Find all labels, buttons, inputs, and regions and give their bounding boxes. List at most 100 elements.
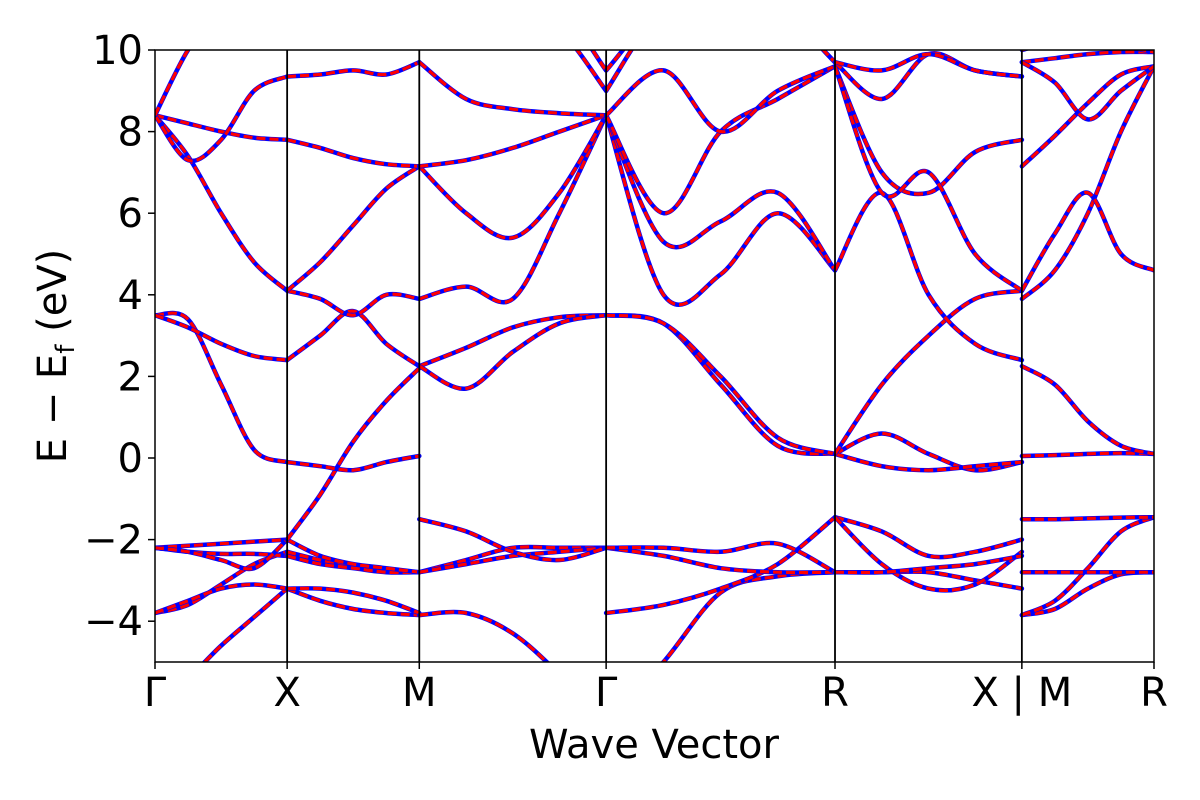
- band-line-blue-M-Γ-6: [417, 113, 609, 305]
- band-line-red-M-R-6: [1020, 65, 1154, 301]
- band-line-blue-M-Γ-0: [417, 609, 550, 662]
- band-line-red-Γ-R-6: [604, 114, 837, 307]
- band-line-red-M-Γ-8: [419, 113, 607, 168]
- band-line-blue-R-X-4: [832, 431, 1025, 473]
- band-line-red-M-R-1: [1021, 515, 1154, 617]
- band-line-red-R-X-8: [833, 65, 1023, 196]
- band-line-red-R-X-1: [834, 515, 1023, 559]
- band-line-blue-R-X-6: [832, 288, 1025, 457]
- band-line-red-Γ-X-0: [202, 587, 289, 662]
- y-axis-label: E − Ef (eV): [30, 249, 81, 464]
- band-line-blue-M-R-8: [1019, 190, 1154, 293]
- band-line-red-Γ-X-9: [155, 113, 288, 142]
- band-line-red-Γ-X-11: [155, 50, 190, 117]
- band-line-blue-M-Γ-10: [574, 50, 609, 94]
- band-line-red-X-M-5: [285, 367, 421, 541]
- band-line-red-Γ-R-2: [605, 546, 836, 575]
- band-line-red-R-X-2: [833, 516, 1023, 593]
- band-line-red-Γ-X-10: [155, 74, 288, 163]
- band-line-red-M-R-8: [1020, 191, 1154, 292]
- y-tick-label: 10: [92, 28, 143, 74]
- band-line-blue-Γ-R-11: [603, 50, 838, 73]
- x-tick-label: R: [821, 670, 849, 716]
- band-line-red-M-Γ-6: [418, 114, 608, 304]
- y-axis-ticks: −4 −2 0 2 4 6 8 10: [84, 28, 155, 645]
- band-line-red-Γ-X-8: [155, 114, 289, 292]
- x-tick-label: Γ: [144, 670, 167, 716]
- band-lines: [155, 50, 1154, 662]
- band-line-red-X-M-4: [286, 538, 420, 574]
- band-line-red-M-R-4: [1021, 451, 1154, 458]
- band-line-blue-Γ-R-4: [603, 312, 838, 457]
- band-line-red-Γ-R-3: [606, 541, 836, 574]
- band-line-blue-R-X-7: [832, 190, 1025, 363]
- y-tick-label: −2: [84, 518, 143, 564]
- y-axis-label-subscript: f: [51, 344, 81, 354]
- band-line-red-Γ-X-6: [155, 311, 288, 464]
- band-line-red-Γ-X-7: [155, 313, 288, 362]
- band-line-red-M-Γ-7: [418, 114, 608, 240]
- band-line-red-Γ-R-1: [605, 515, 837, 615]
- band-line-blue-M-Γ-11: [589, 50, 609, 73]
- y-tick-label: 8: [118, 110, 143, 156]
- band-line-red-X-M-3: [286, 554, 420, 575]
- band-line-red-X-M-6: [286, 454, 420, 472]
- band-line-blue-M-R-5: [1019, 363, 1154, 457]
- plot-frame: [154, 49, 1155, 663]
- band-line-blue-Γ-R-6: [603, 113, 838, 307]
- band-line-red-M-Γ-11: [590, 50, 608, 72]
- band-line-red-M-Γ-1: [418, 545, 607, 574]
- band-line-red-M-Γ-4: [418, 313, 607, 368]
- x-tick-label: X: [273, 670, 300, 716]
- high-symmetry-lines: [286, 50, 1023, 662]
- band-line-blue-Γ-R-1: [603, 514, 838, 616]
- x-axis-ticks: Γ X M Γ R X | M R: [144, 662, 1168, 716]
- band-line-red-M-Γ-5: [418, 313, 607, 391]
- band-line-red-X-M-7: [286, 309, 421, 368]
- band-line-red-Γ-R-5: [605, 313, 836, 456]
- x-axis-label: Wave Vector: [529, 722, 780, 768]
- y-tick-label: 2: [118, 354, 143, 400]
- y-tick-label: −4: [84, 599, 143, 645]
- band-line-red-R-X-10: [833, 51, 1023, 101]
- band-line-blue-R-X-9: [832, 64, 1025, 293]
- band-line-red-Γ-X-3: [155, 546, 288, 558]
- band-line-red-M-R-9: [1021, 50, 1154, 64]
- band-line-blue-R-X-11: [832, 51, 1025, 79]
- band-line-blue-Γ-R-8: [603, 64, 838, 216]
- band-line-red-Γ-X-5: [155, 538, 289, 571]
- band-line-red-Γ-R-8: [604, 64, 836, 215]
- band-line-red-X-M-0: [286, 587, 420, 617]
- band-line-red-X-M-11: [287, 60, 420, 79]
- band-line-red-M-Γ-3: [418, 517, 607, 562]
- band-line-red-X-M-2: [287, 586, 420, 615]
- y-tick-label: 4: [118, 273, 143, 319]
- band-line-red-M-R-5: [1021, 364, 1154, 456]
- band-line-blue-Γ-X-11: [155, 50, 191, 118]
- x-tick-label: R: [1140, 670, 1168, 716]
- band-line-blue-M-Γ-4: [417, 312, 609, 369]
- x-tick-label: Γ: [595, 670, 618, 716]
- band-line-blue-Γ-R-0: [660, 569, 838, 662]
- band-line-blue-M-Γ-8: [417, 113, 609, 169]
- band-line-red-M-R-3: [1021, 515, 1154, 521]
- y-axis-label-main: E − E: [30, 354, 76, 464]
- band-line-red-X-M-8: [286, 289, 420, 317]
- band-line-red-R-X-6: [833, 289, 1023, 455]
- band-line-red-Γ-R-11: [604, 50, 837, 72]
- band-line-red-R-X-3: [834, 554, 1023, 575]
- band-line-red-M-Γ-9: [418, 60, 607, 117]
- band-line-red-M-Γ-2: [419, 546, 607, 574]
- band-line-blue-Γ-R-7: [603, 113, 838, 273]
- x-tick-label: X | M: [971, 670, 1072, 716]
- band-line-red-X-M-9: [286, 164, 421, 292]
- band-line-red-M-Γ-10: [575, 50, 608, 92]
- band-line-blue-Γ-R-9: [603, 64, 838, 134]
- band-line-red-Γ-X-2: [155, 582, 288, 615]
- band-line-red-Γ-R-7: [604, 114, 837, 272]
- band-line-red-R-X-11: [834, 52, 1023, 79]
- band-line-red-R-X-5: [834, 452, 1023, 472]
- band-line-blue-R-X-1: [832, 514, 1025, 560]
- band-line-blue-M-Γ-9: [417, 59, 609, 118]
